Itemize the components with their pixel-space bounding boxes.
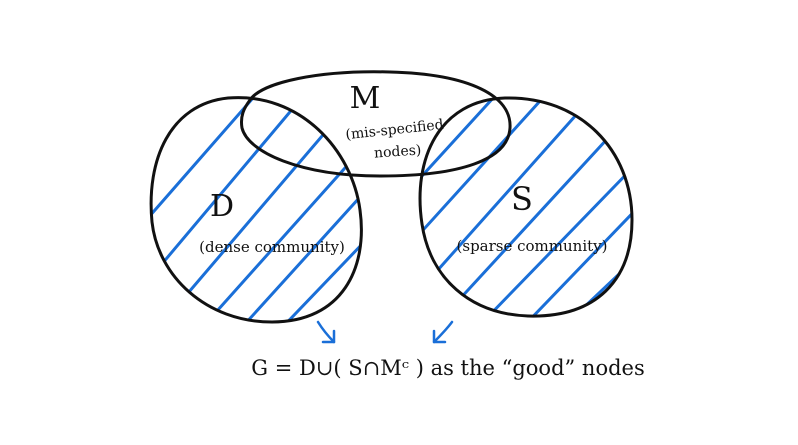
set-m-description-line1: (mis-specified xyxy=(345,117,445,143)
set-m-letter: M xyxy=(350,81,381,116)
set-s-outline xyxy=(418,96,634,318)
set-d-description: (dense community) xyxy=(199,238,345,256)
set-m-description-line2: nodes) xyxy=(374,142,422,161)
arrow-from-d xyxy=(316,320,336,344)
set-d-outline xyxy=(149,96,363,324)
set-m-outline xyxy=(240,70,512,178)
d-hatch xyxy=(151,97,362,323)
set-s-description: (sparse community) xyxy=(457,237,608,255)
set-d-letter: D xyxy=(210,189,234,224)
good-nodes-formula: G = D∪( S∩Mᶜ ) as the “good” nodes xyxy=(251,356,645,380)
set-s-letter: S xyxy=(511,180,533,218)
arrow-from-s xyxy=(432,320,454,344)
